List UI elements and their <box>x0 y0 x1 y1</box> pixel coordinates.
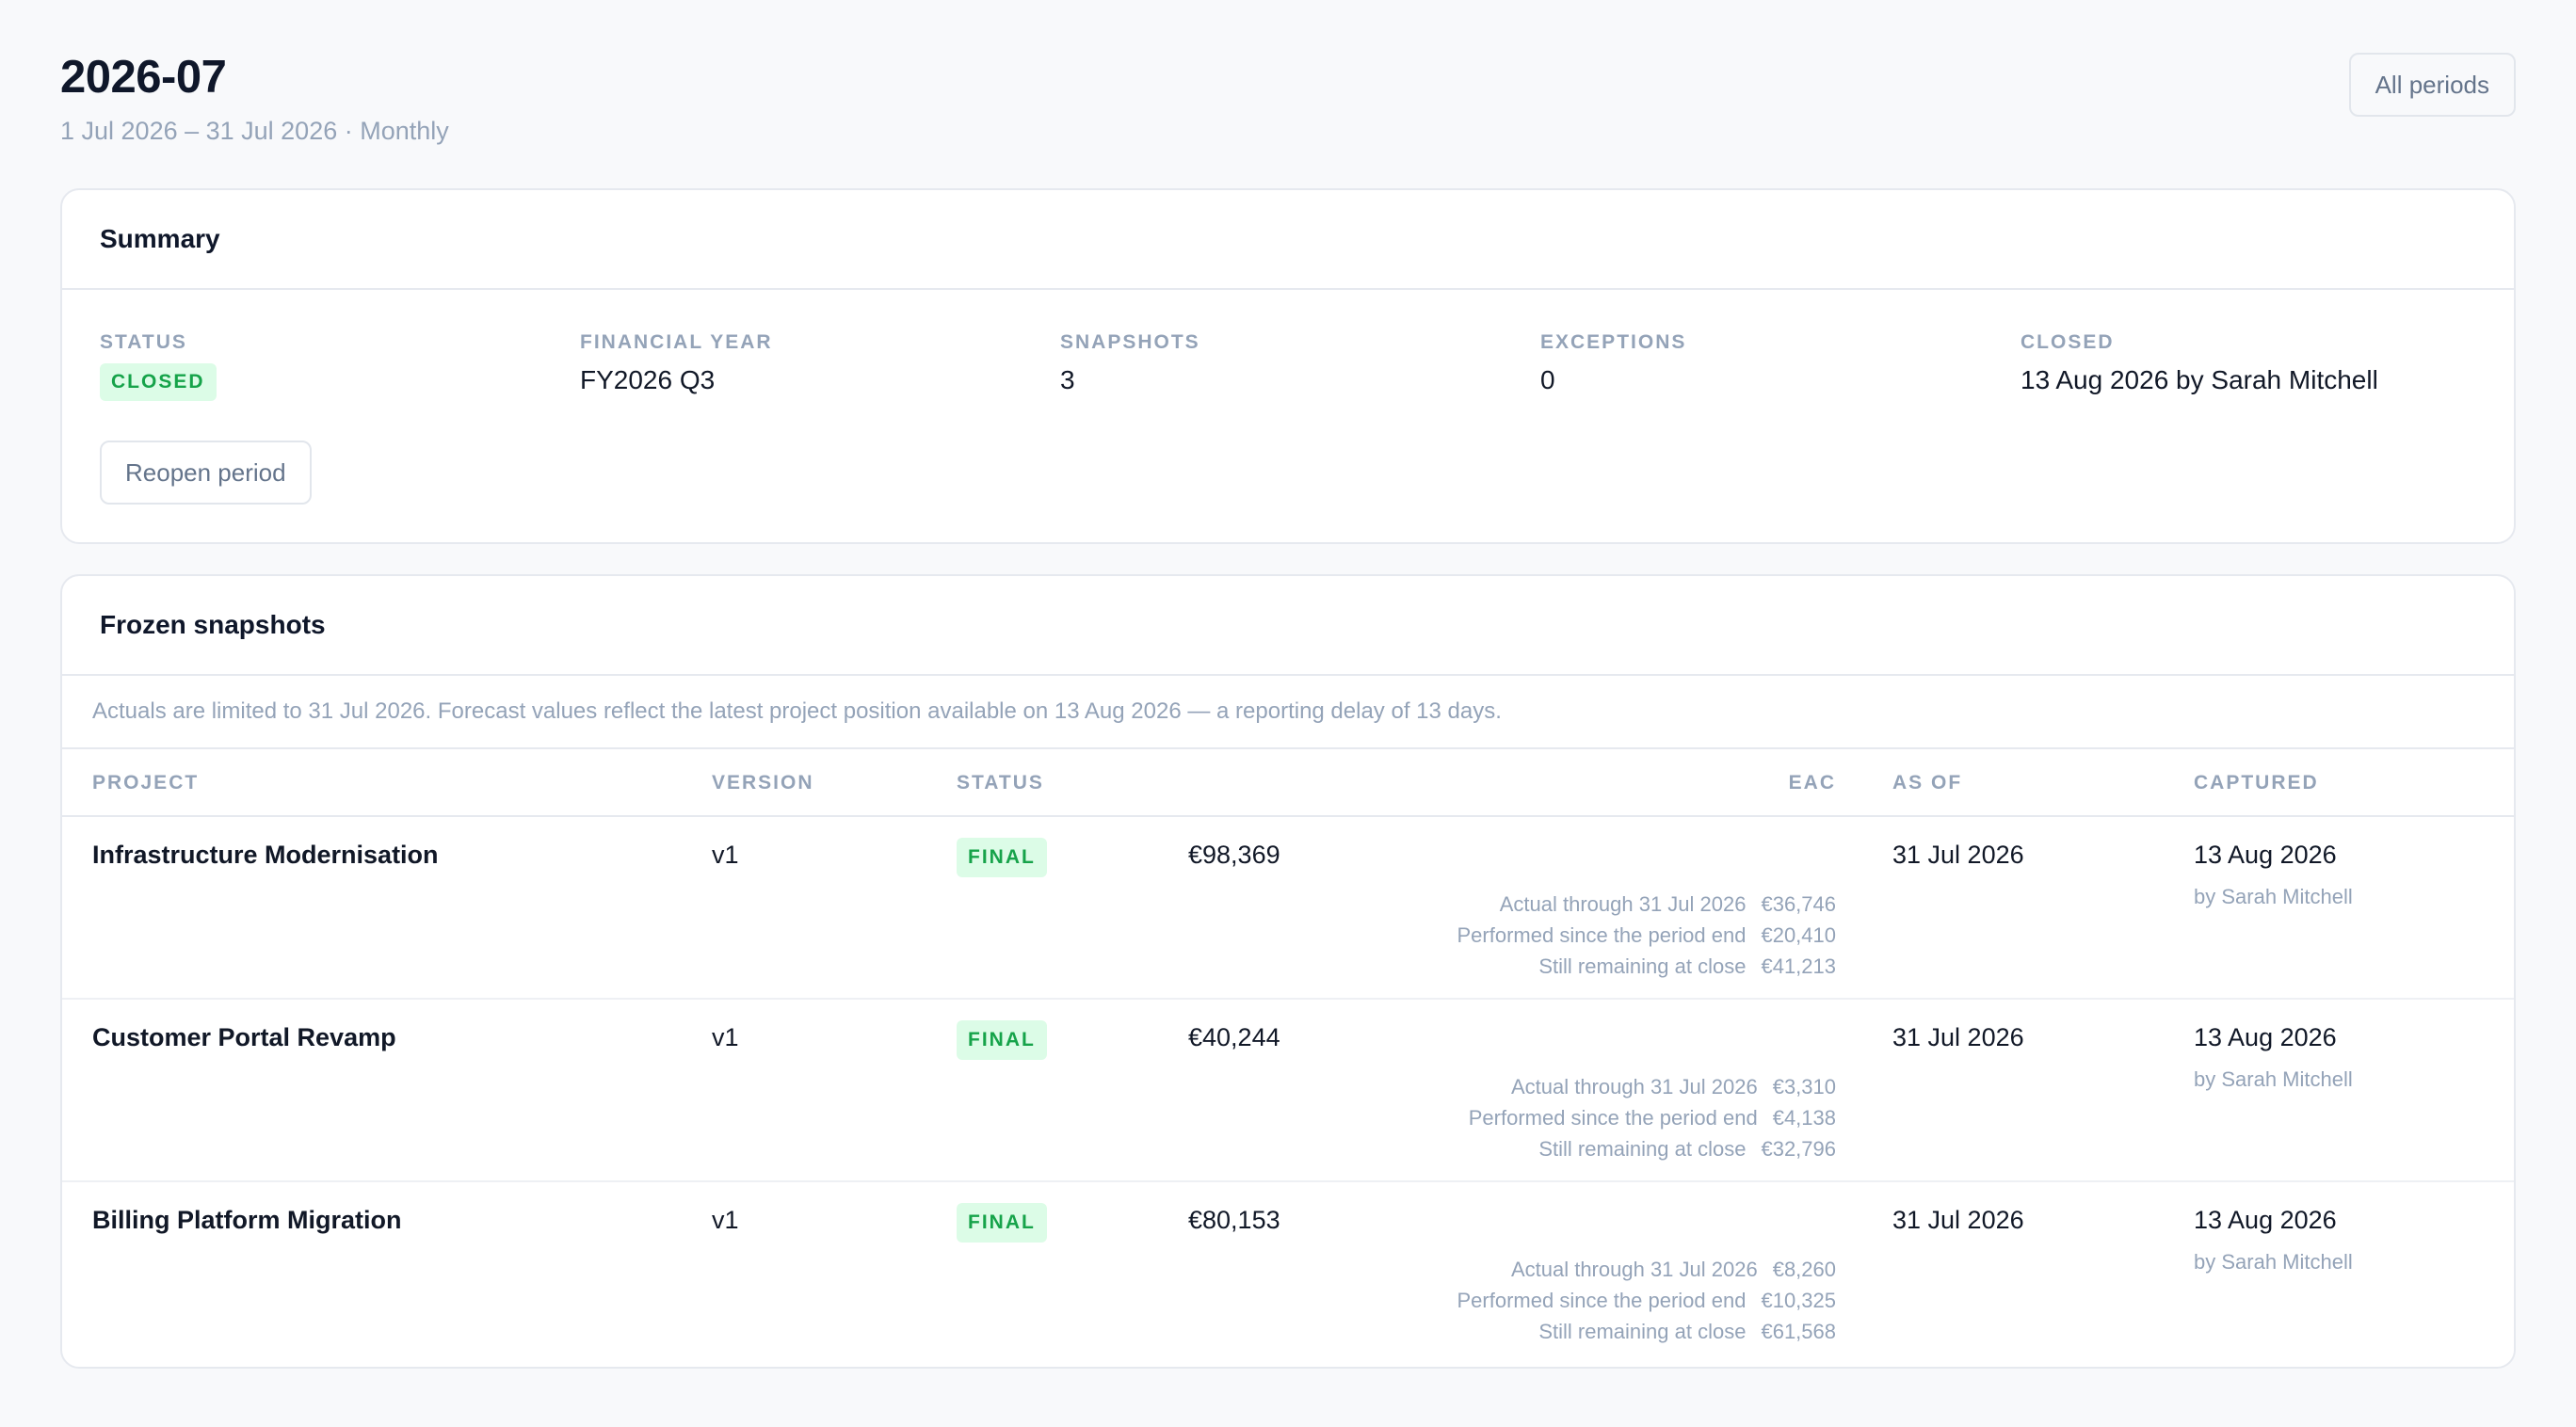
performed-label: Performed since the period end <box>1468 1106 1758 1130</box>
actual-label: Actual through 31 Jul 2026 <box>1510 1258 1758 1281</box>
remaining-label: Still remaining at close <box>1538 1320 1747 1343</box>
summary-heading: Summary <box>62 190 2514 290</box>
page-header: 2026-07 1 Jul 2026 – 31 Jul 2026 · Month… <box>60 49 2516 152</box>
actual-amount: €36,746 <box>1761 892 1836 916</box>
captured-date: 13 Aug 2026 <box>2194 1206 2337 1234</box>
stat-status-label: STATUS <box>100 331 187 353</box>
captured-by: by Sarah Mitchell <box>2194 885 2353 908</box>
reporting-delay-note: Actuals are limited to 31 Jul 2026. Fore… <box>62 676 2514 749</box>
eac-breakdown: Actual through 31 Jul 2026 €8,260 Perform… <box>1177 1254 1837 1347</box>
column-status[interactable]: STATUS <box>957 772 1044 794</box>
column-project[interactable]: PROJECT <box>92 772 200 794</box>
project-name[interactable]: Infrastructure Modernisation <box>92 841 439 869</box>
actual-label: Actual through 31 Jul 2026 <box>1510 1075 1758 1098</box>
remaining-amount: €41,213 <box>1761 954 1836 978</box>
remaining-amount: €32,796 <box>1761 1137 1836 1161</box>
stat-status: STATUS CLOSED <box>100 331 217 401</box>
table-row[interactable]: Customer Portal Revamp v1 FINAL €40,244 … <box>62 1000 2514 1182</box>
summary-stats: STATUS CLOSED FINANCIAL YEAR FY2026 Q3 S… <box>62 290 2514 401</box>
status-cell: FINAL <box>957 838 1047 877</box>
stat-exceptions-label: EXCEPTIONS <box>1540 331 1687 353</box>
stat-financial-year-value: FY2026 Q3 <box>580 365 716 394</box>
status-badge: CLOSED <box>100 363 217 401</box>
remaining-label: Still remaining at close <box>1538 1137 1747 1161</box>
performed-amount: €20,410 <box>1761 923 1836 947</box>
captured-date: 13 Aug 2026 <box>2194 1023 2337 1051</box>
actual-amount: €8,260 <box>1772 1258 1836 1281</box>
column-eac[interactable]: EAC <box>1788 772 1836 794</box>
stat-closed-label: CLOSED <box>2021 331 2115 353</box>
stat-financial-year-label: FINANCIAL YEAR <box>580 331 773 353</box>
page-title: 2026-07 <box>60 52 227 103</box>
column-captured[interactable]: CAPTURED <box>2194 772 2319 794</box>
version-cell: v1 <box>712 1023 739 1051</box>
captured-by: by Sarah Mitchell <box>2194 1250 2353 1274</box>
stat-snapshots-label: SNAPSHOTS <box>1060 331 1200 353</box>
stat-snapshots-value: 3 <box>1060 365 1075 394</box>
as-of-date: 31 Jul 2026 <box>1892 841 2024 869</box>
version-cell: v1 <box>712 1206 739 1234</box>
performed-label: Performed since the period end <box>1457 1289 1747 1312</box>
remaining-label: Still remaining at close <box>1538 954 1747 978</box>
remaining-amount: €61,568 <box>1761 1320 1836 1343</box>
captured-by: by Sarah Mitchell <box>2194 1067 2353 1091</box>
stat-exceptions: EXCEPTIONS 0 <box>1540 331 1686 397</box>
as-of-date: 31 Jul 2026 <box>1892 1206 2024 1234</box>
stat-closed: CLOSED 13 Aug 2026 by Sarah Mitchell <box>2021 331 2378 397</box>
stat-financial-year: FINANCIAL YEAR FY2026 Q3 <box>580 331 773 397</box>
status-cell: FINAL <box>957 1203 1047 1243</box>
reopen-period-button[interactable]: Reopen period <box>100 441 312 505</box>
frozen-snapshots-card: Frozen snapshots Actuals are limited to … <box>60 574 2516 1369</box>
table-row[interactable]: Infrastructure Modernisation v1 FINAL €9… <box>62 817 2514 1000</box>
eac-value: €80,153 <box>1188 1206 1280 1234</box>
performed-amount: €10,325 <box>1761 1289 1836 1312</box>
actual-amount: €3,310 <box>1772 1075 1836 1098</box>
snapshots-table-body: Infrastructure Modernisation v1 FINAL €9… <box>62 817 2514 1365</box>
eac-breakdown: Actual through 31 Jul 2026 €36,746 Perfor… <box>1177 889 1837 982</box>
column-as-of[interactable]: AS OF <box>1892 772 1963 794</box>
eac-value: €40,244 <box>1188 1023 1280 1051</box>
status-cell: FINAL <box>957 1020 1047 1060</box>
as-of-date: 31 Jul 2026 <box>1892 1023 2024 1051</box>
period-date-range: 1 Jul 2026 – 31 Jul 2026 · Monthly <box>60 117 449 145</box>
stat-snapshots: SNAPSHOTS 3 <box>1060 331 1200 397</box>
snapshots-heading: Frozen snapshots <box>62 576 2514 676</box>
final-badge: FINAL <box>957 838 1047 877</box>
performed-label: Performed since the period end <box>1457 923 1747 947</box>
project-name[interactable]: Billing Platform Migration <box>92 1206 402 1234</box>
stat-closed-value: 13 Aug 2026 by Sarah Mitchell <box>2021 365 2378 394</box>
table-header: PROJECT VERSION STATUS EAC AS OF CAPTURE… <box>62 749 2514 817</box>
all-periods-button[interactable]: All periods <box>2348 53 2516 117</box>
final-badge: FINAL <box>957 1203 1047 1243</box>
final-badge: FINAL <box>957 1020 1047 1060</box>
actual-label: Actual through 31 Jul 2026 <box>1499 892 1747 916</box>
eac-breakdown: Actual through 31 Jul 2026 €3,310 Perform… <box>1177 1071 1836 1164</box>
table-row[interactable]: Billing Platform Migration v1 FINAL €80,… <box>62 1182 2514 1365</box>
version-cell: v1 <box>712 841 739 869</box>
captured-date: 13 Aug 2026 <box>2194 841 2337 869</box>
column-version[interactable]: VERSION <box>712 772 814 794</box>
stat-exceptions-value: 0 <box>1540 365 1555 394</box>
eac-value: €98,369 <box>1188 841 1280 869</box>
performed-amount: €4,138 <box>1772 1106 1836 1130</box>
summary-card: Summary STATUS CLOSED FINANCIAL YEAR FY2… <box>60 188 2516 544</box>
project-name[interactable]: Customer Portal Revamp <box>92 1023 396 1051</box>
